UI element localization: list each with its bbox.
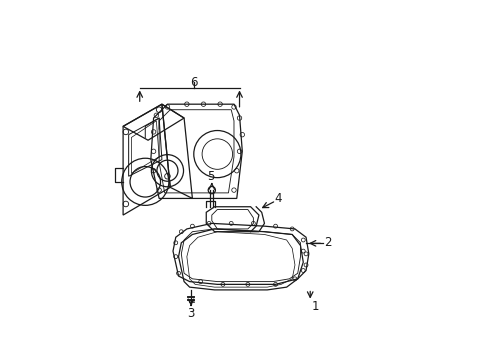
Text: 6: 6 bbox=[190, 76, 197, 89]
Text: 3: 3 bbox=[187, 307, 194, 320]
Text: 2: 2 bbox=[324, 236, 331, 249]
Text: 4: 4 bbox=[274, 192, 282, 205]
Text: 5: 5 bbox=[206, 170, 214, 183]
Text: 1: 1 bbox=[311, 300, 319, 313]
